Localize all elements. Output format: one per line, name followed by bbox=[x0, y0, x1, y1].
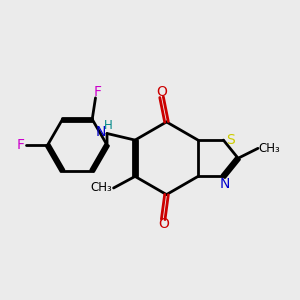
Text: N: N bbox=[95, 125, 106, 139]
Text: CH₃: CH₃ bbox=[259, 142, 281, 155]
Text: F: F bbox=[16, 138, 24, 152]
Text: S: S bbox=[226, 133, 235, 147]
Text: O: O bbox=[156, 85, 167, 99]
Text: N: N bbox=[220, 177, 230, 191]
Text: CH₃: CH₃ bbox=[90, 182, 112, 194]
Text: O: O bbox=[158, 217, 169, 231]
Text: H: H bbox=[104, 119, 113, 132]
Text: F: F bbox=[93, 85, 101, 99]
